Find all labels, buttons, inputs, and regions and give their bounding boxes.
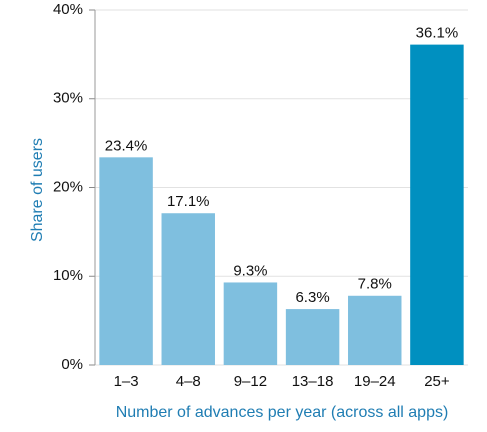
value-label: 23.4% bbox=[105, 137, 148, 154]
value-label: 36.1% bbox=[416, 25, 459, 42]
x-axis-title: Number of advances per year (across all … bbox=[116, 404, 449, 421]
value-label: 7.8% bbox=[358, 276, 392, 293]
bar bbox=[285, 309, 340, 365]
bar bbox=[348, 295, 402, 365]
y-tick-label: 20% bbox=[53, 178, 83, 195]
x-tick-label: 9–12 bbox=[234, 373, 267, 390]
value-label: 17.1% bbox=[167, 193, 210, 210]
value-label: 6.3% bbox=[295, 289, 329, 306]
y-tick-label: 40% bbox=[53, 1, 83, 18]
y-tick-label: 0% bbox=[61, 356, 83, 373]
bar bbox=[223, 282, 278, 365]
bar bbox=[99, 157, 153, 365]
x-tick-label: 25+ bbox=[424, 373, 450, 390]
y-tick-label: 10% bbox=[53, 267, 83, 284]
y-tick-label: 30% bbox=[53, 90, 83, 107]
x-tick-label: 1–3 bbox=[114, 373, 139, 390]
x-tick-label: 13–18 bbox=[292, 373, 334, 390]
bar bbox=[410, 44, 464, 366]
y-axis-title: Share of users bbox=[29, 138, 46, 242]
value-label: 9.3% bbox=[233, 262, 267, 279]
x-tick-label: 19–24 bbox=[354, 373, 396, 390]
x-tick-label: 4–8 bbox=[176, 373, 201, 390]
bar bbox=[161, 213, 215, 365]
